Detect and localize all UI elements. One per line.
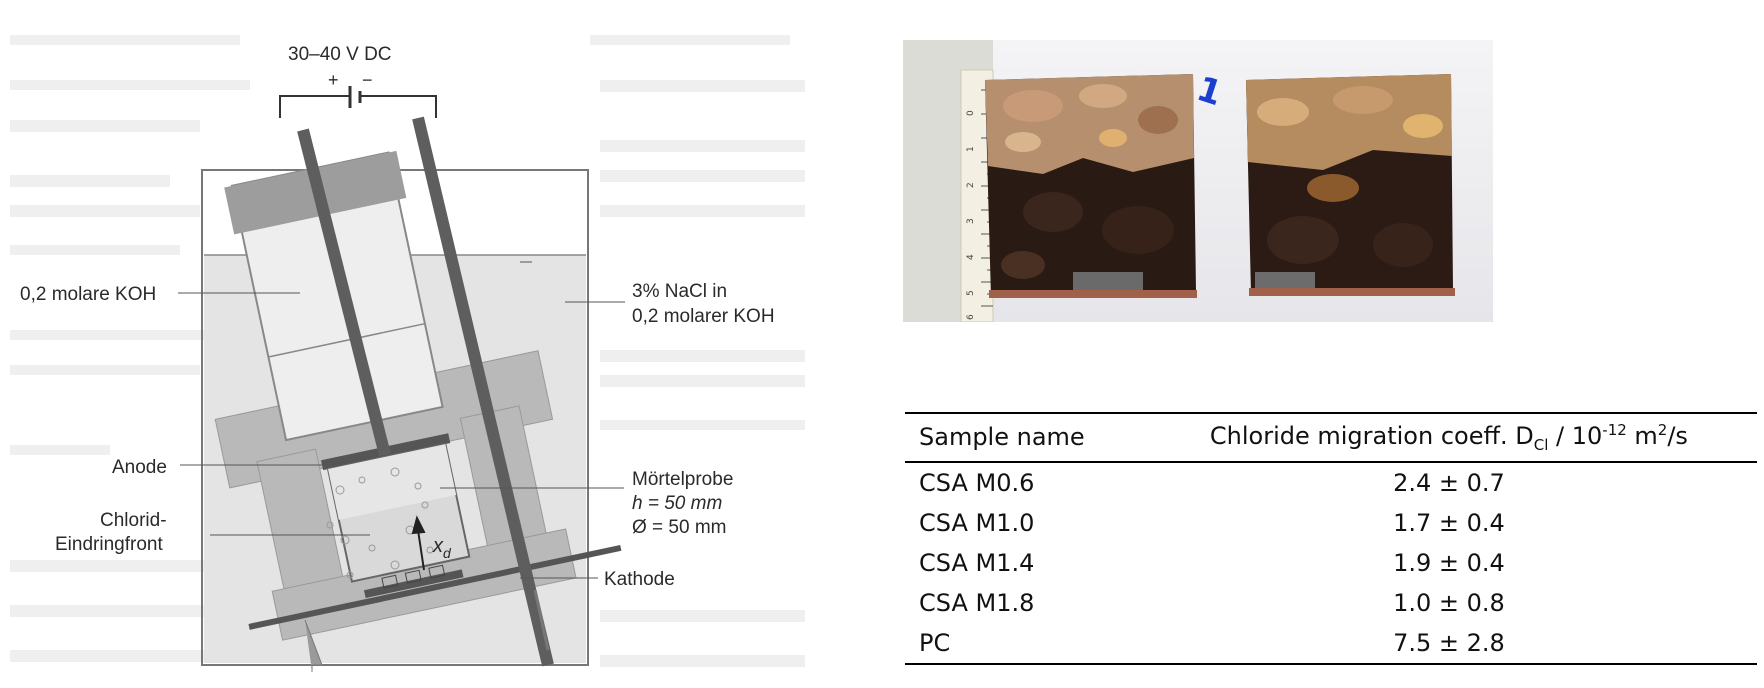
probe-label-line3: Ø = 50 mm — [632, 517, 727, 538]
ruler-tick-1: 1 — [966, 146, 976, 152]
header-migration-coeff: Chloride migration coeff. DCl / 10-12 m2… — [1209, 421, 1688, 454]
migration-cell-diagram: 30–40 V DC + − xd 0,2 molare KOH 3% NaCl… — [10, 35, 805, 672]
xd-arrow — [411, 515, 426, 571]
coefficient-cell: 1.0 ± 0.8 — [1393, 588, 1505, 617]
tilted-apparatus — [214, 150, 622, 641]
coefficient-cell: 2.4 ± 0.7 — [1393, 468, 1505, 497]
sample-half-left — [985, 74, 1197, 298]
kathode-bar — [248, 544, 622, 630]
sample-half-right — [1246, 74, 1455, 296]
koh-label: 0,2 molare KOH — [20, 284, 156, 305]
kathode-rod — [412, 116, 554, 667]
sample-name-cell: PC — [919, 628, 951, 657]
anode-label: Anode — [112, 457, 167, 478]
ruler-tick-3: 3 — [966, 218, 976, 224]
nacl-label-line2: 0,2 molarer KOH — [632, 306, 775, 327]
sample-name-cell: CSA M1.8 — [919, 588, 1035, 617]
front-label-line2: Eindringfront — [55, 534, 163, 555]
battery-minus: − — [362, 70, 373, 90]
ruler-tick-0: 0 — [966, 110, 976, 116]
xd-label: xd — [432, 535, 452, 561]
ruler-tick-2: 2 — [966, 182, 976, 188]
table-header-row: Sample name Chloride migration coeff. DC… — [905, 413, 1757, 462]
mortar-texture — [326, 467, 434, 579]
results-table-container: Sample name Chloride migration coeff. DC… — [905, 412, 1757, 665]
header-sample-name: Sample name — [919, 423, 1085, 452]
table-row: CSA M1.4 1.9 ± 0.4 — [905, 543, 1757, 583]
ruler-tick-5: 5 — [966, 290, 976, 296]
ruler-tick-6: 6 — [966, 314, 976, 320]
nacl-label-line1: 3% NaCl in — [632, 281, 727, 302]
battery-plus: + — [328, 70, 339, 90]
battery-icon — [279, 86, 437, 118]
probe-label-line2: h = 50 mm — [632, 493, 722, 514]
sample-name-cell: CSA M1.4 — [919, 548, 1035, 577]
ruler-tick-4: 4 — [966, 254, 976, 260]
sample-name-cell: CSA M1.0 — [919, 508, 1035, 537]
results-table: Sample name Chloride migration coeff. DC… — [905, 412, 1757, 665]
background-text-lines — [10, 35, 805, 667]
front-label-line1: Chlorid- — [100, 510, 167, 531]
leg-right — [533, 589, 550, 651]
voltage-label: 30–40 V DC — [288, 44, 392, 65]
coefficient-cell: 1.9 ± 0.4 — [1393, 548, 1505, 577]
coefficient-cell: 1.7 ± 0.4 — [1393, 508, 1505, 537]
kathode-label: Kathode — [604, 569, 675, 590]
sample-photo: 0 1 2 3 4 5 6 1 — [903, 40, 1493, 322]
sample-name-cell: CSA M0.6 — [919, 468, 1035, 497]
table-row: CSA M0.6 2.4 ± 0.7 — [905, 462, 1757, 503]
table-row: CSA M1.8 1.0 ± 0.8 — [905, 583, 1757, 623]
leader-lines — [178, 292, 625, 579]
leg-left — [304, 619, 323, 672]
anode-rod — [297, 128, 391, 457]
coefficient-cell: 7.5 ± 2.8 — [1393, 628, 1505, 657]
probe-label-line1: Mörtelprobe — [632, 469, 733, 490]
table-row: CSA M1.0 1.7 ± 0.4 — [905, 503, 1757, 543]
table-row: PC 7.5 ± 2.8 — [905, 623, 1757, 664]
